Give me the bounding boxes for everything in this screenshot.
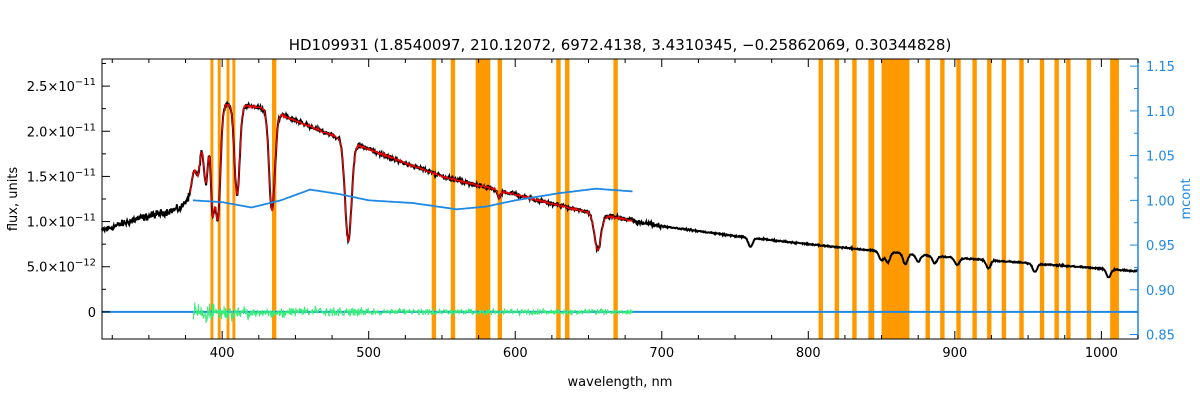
x-tick-label: 600 bbox=[503, 346, 528, 361]
masked-region-11 bbox=[613, 59, 618, 339]
masked-region-26 bbox=[1066, 59, 1071, 339]
masked-region-15 bbox=[868, 59, 875, 339]
masked-region-9 bbox=[556, 59, 561, 339]
y2-tick-label: 1.05 bbox=[1146, 150, 1175, 165]
masked-region-27 bbox=[1086, 59, 1092, 339]
masked-region-16 bbox=[881, 59, 910, 339]
y-axis-title: flux, units bbox=[6, 167, 21, 232]
masked-region-10 bbox=[565, 59, 570, 339]
x-tick-label: 500 bbox=[356, 346, 381, 361]
spectrum-lines bbox=[101, 100, 1139, 324]
continuum-ratio-line bbox=[192, 187, 633, 211]
y-tick-label: 2.0×10−11 bbox=[27, 122, 96, 140]
y-tick-label: 2.5×10−11 bbox=[27, 77, 96, 95]
model-spectrum-line bbox=[189, 103, 633, 252]
masked-region-3 bbox=[232, 59, 236, 339]
x-axis-ticks: 400 500 600 700 800 900 1000 bbox=[111, 59, 1139, 361]
masked-region-24 bbox=[1039, 59, 1045, 339]
chart-title: HD109931 (1.8540097, 210.12072, 6972.413… bbox=[289, 36, 952, 54]
y-axis-ticks: 0 5.0×10−12 1.0×10−11 1.5×10−11 2.0×10−11 2.5… bbox=[27, 63, 110, 321]
y2-tick-label: 0.90 bbox=[1146, 284, 1175, 299]
masked-region-28 bbox=[1110, 59, 1119, 339]
plot-frame bbox=[101, 58, 1139, 340]
residual-line bbox=[192, 302, 633, 324]
x-tick-label: 800 bbox=[796, 346, 821, 361]
masked-region-12 bbox=[818, 59, 823, 339]
masked-region-7 bbox=[475, 59, 491, 339]
x-tick-label: 1000 bbox=[1085, 346, 1118, 361]
masked-region-2 bbox=[226, 59, 230, 339]
masked-regions bbox=[210, 59, 1119, 339]
masked-region-18 bbox=[940, 59, 945, 339]
y-tick-label: 5.0×10−12 bbox=[27, 258, 96, 276]
masked-region-21 bbox=[987, 59, 992, 339]
y-tick-label: 1.0×10−11 bbox=[27, 213, 96, 231]
masked-region-13 bbox=[834, 59, 840, 339]
x-tick-label: 900 bbox=[942, 346, 967, 361]
masked-region-20 bbox=[972, 59, 977, 339]
x-tick-label: 700 bbox=[649, 346, 674, 361]
y-tick-label: 0 bbox=[88, 306, 96, 321]
masked-region-19 bbox=[956, 59, 961, 339]
y2-axis-ticks: 0.85 0.90 0.95 1.00 1.05 1.10 1.15 bbox=[1130, 60, 1175, 344]
y2-tick-label: 1.15 bbox=[1146, 60, 1175, 75]
masked-region-23 bbox=[1019, 59, 1024, 339]
masked-region-25 bbox=[1054, 59, 1059, 339]
masked-region-22 bbox=[1001, 59, 1007, 339]
masked-region-14 bbox=[852, 59, 857, 339]
x-tick-label: 400 bbox=[210, 346, 235, 361]
y2-tick-label: 0.95 bbox=[1146, 239, 1175, 254]
y2-tick-label: 1.00 bbox=[1146, 194, 1175, 209]
masked-region-17 bbox=[925, 59, 930, 339]
masked-region-5 bbox=[431, 59, 437, 339]
y2-tick-label: 0.85 bbox=[1146, 329, 1175, 344]
masked-region-6 bbox=[450, 59, 456, 339]
y2-axis-title: mcont bbox=[1179, 178, 1194, 219]
x-axis-title: wavelength, nm bbox=[568, 375, 673, 390]
y-tick-label: 1.5×10−11 bbox=[27, 167, 96, 185]
y2-tick-label: 1.10 bbox=[1146, 105, 1175, 120]
